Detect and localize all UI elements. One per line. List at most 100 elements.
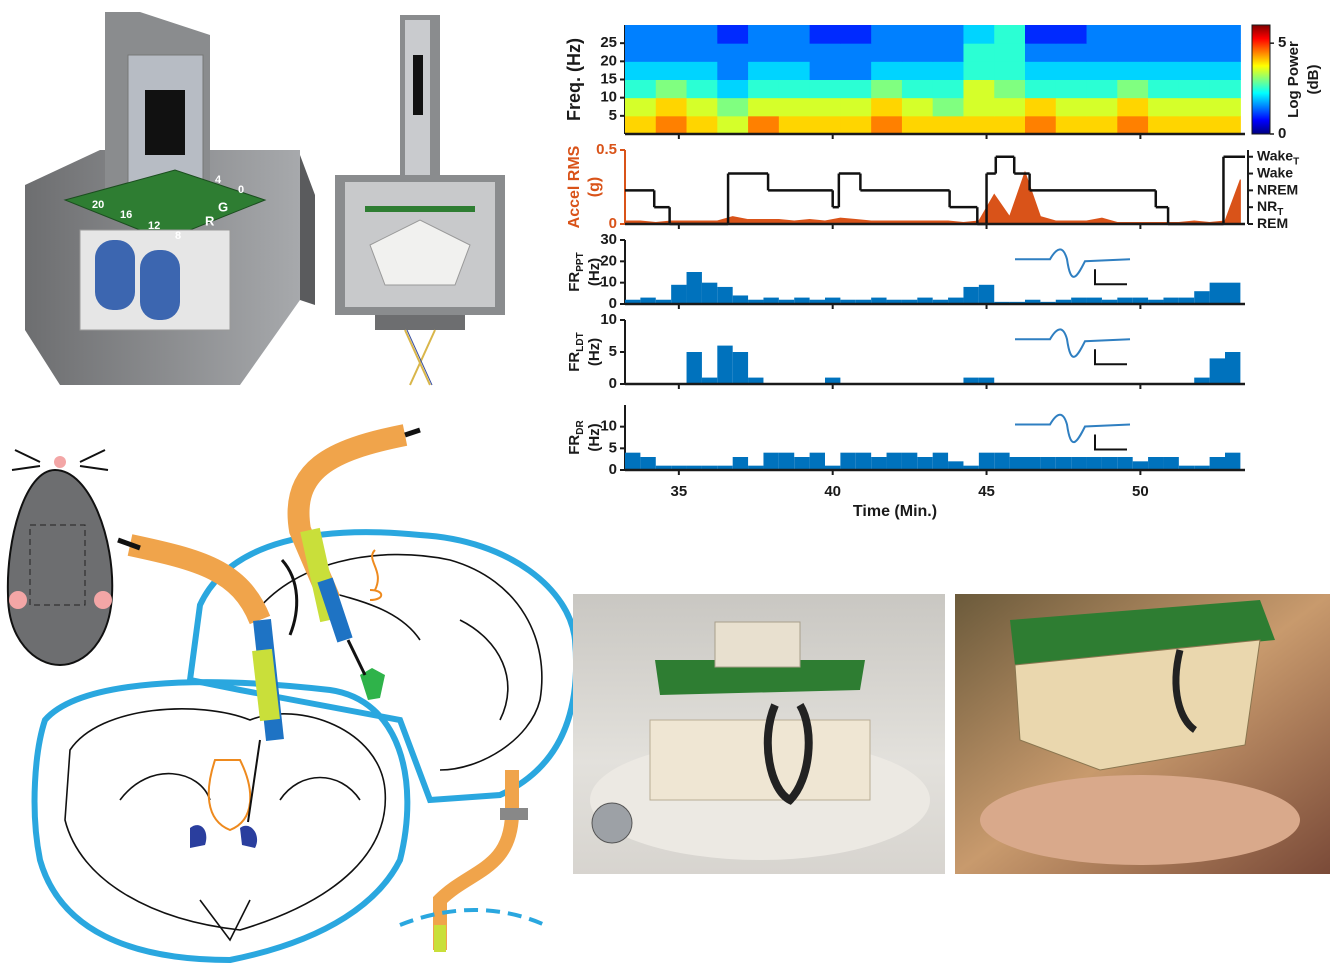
spectrogram-cell <box>1056 116 1087 135</box>
spectrogram-cell <box>687 80 718 99</box>
colorbar-tick-label: 0 <box>1278 125 1286 142</box>
y-label-main: FR <box>566 352 583 372</box>
spectrogram-cell <box>1117 80 1148 99</box>
spectrogram-cell <box>871 98 902 117</box>
y-tick-label: 15 <box>600 70 617 87</box>
spectrogram-cell <box>779 43 810 62</box>
colorbar-label: Log Power <box>1285 41 1302 118</box>
y-axis-label: (g) <box>586 177 603 197</box>
spectrogram-cell <box>717 80 748 99</box>
histogram-bar <box>1071 457 1086 470</box>
y-tick-label: 5 <box>609 107 617 124</box>
spectrogram-cell <box>1117 98 1148 117</box>
scale-bar <box>1095 435 1127 450</box>
spectrogram-cell <box>1210 80 1241 99</box>
spectrogram-cell <box>840 80 871 99</box>
y-tick-label: 10 <box>600 89 617 106</box>
histogram-bar <box>717 287 732 304</box>
spectrogram-cell <box>1210 43 1241 62</box>
pcb-label: R <box>205 213 215 228</box>
spectrogram-cell <box>1148 43 1179 62</box>
spectrogram-cell <box>656 25 687 44</box>
spectrogram-cell <box>840 61 871 80</box>
spectrogram-cell <box>1056 61 1087 80</box>
spectrogram-cell <box>1210 61 1241 80</box>
spectrogram-cell <box>1210 98 1241 117</box>
histogram-bar <box>1210 283 1225 304</box>
y-axis-label: FRLDT <box>566 332 586 371</box>
histogram-bar <box>763 453 778 470</box>
pcb-label: 20 <box>92 199 104 211</box>
spectrogram-cell <box>994 43 1025 62</box>
spectrogram-cell <box>871 116 902 135</box>
spectrogram-cell <box>625 25 656 44</box>
spectrogram-cell <box>1087 25 1118 44</box>
spectrogram-cell <box>871 43 902 62</box>
histogram-bar <box>1148 457 1163 470</box>
spectrogram-cell <box>687 98 718 117</box>
spectrogram-cell <box>717 61 748 80</box>
spectrogram-cell <box>902 80 933 99</box>
spectrogram-cell <box>779 116 810 135</box>
y-axis-unit: (Hz) <box>586 423 603 451</box>
spectrogram-cell <box>1056 98 1087 117</box>
spectrogram-cell <box>779 61 810 80</box>
y-tick-label: 0 <box>609 461 617 478</box>
pcb-label: 4 <box>215 174 222 186</box>
histogram-bar <box>1210 457 1225 470</box>
y-tick-label: 0.5 <box>596 141 617 158</box>
histogram-bar <box>979 453 994 470</box>
histogram-bar <box>840 453 855 470</box>
histogram-bar <box>671 285 686 304</box>
photo-left <box>573 594 945 874</box>
spectrogram-cell <box>1025 98 1056 117</box>
photo-right <box>955 594 1330 874</box>
spectrogram-cell <box>1025 25 1056 44</box>
spectrogram-cell <box>933 80 964 99</box>
pcb-label: 0 <box>238 184 244 196</box>
histogram-bar <box>1040 457 1055 470</box>
spectrogram-cell <box>1148 61 1179 80</box>
spectrogram-cell <box>1179 98 1210 117</box>
spectrogram-cell <box>656 98 687 117</box>
spectrogram-cell <box>1087 43 1118 62</box>
spectrogram-cell <box>748 116 779 135</box>
figure: 20 16 12 8 4 0 G R <box>0 0 1333 971</box>
spectrogram-cell <box>1056 25 1087 44</box>
spectrogram-cell <box>963 43 994 62</box>
y-tick-label: 5 <box>609 439 617 456</box>
spectrogram-cell <box>748 61 779 80</box>
histogram-bar <box>963 287 978 304</box>
histogram-bar <box>794 457 809 470</box>
spectrogram-cell <box>963 80 994 99</box>
spectrogram-cell <box>902 61 933 80</box>
spectrogram-cell <box>871 25 902 44</box>
spectrogram-cell <box>625 61 656 80</box>
mouse-icon <box>8 450 112 665</box>
y-axis-unit: (Hz) <box>586 338 603 366</box>
histogram-bar <box>1225 352 1240 384</box>
spectrogram-cell <box>656 80 687 99</box>
y-tick-label: 30 <box>600 231 617 248</box>
spectrogram-cell <box>1087 80 1118 99</box>
histogram-bar <box>779 453 794 470</box>
histogram-bar <box>1010 457 1025 470</box>
histogram-bar <box>871 457 886 470</box>
spectrogram-cell <box>1210 116 1241 135</box>
spectrogram-cell <box>748 80 779 99</box>
spectrogram-cell <box>779 25 810 44</box>
spectrogram-cell <box>1179 25 1210 44</box>
spectrogram-cell <box>1179 80 1210 99</box>
histogram-bar <box>810 453 825 470</box>
y-tick-label: 5 <box>609 343 617 360</box>
histogram-bar <box>640 457 655 470</box>
pcb-label: 16 <box>120 209 132 221</box>
histogram-bar <box>1087 457 1102 470</box>
accel-area <box>625 172 1240 224</box>
spectrogram-cell <box>1056 43 1087 62</box>
spectrogram-cell <box>779 98 810 117</box>
cad-section <box>335 15 505 385</box>
spectrogram-cell <box>717 43 748 62</box>
spectrogram-cell <box>717 25 748 44</box>
waveform-inset <box>1015 329 1130 356</box>
